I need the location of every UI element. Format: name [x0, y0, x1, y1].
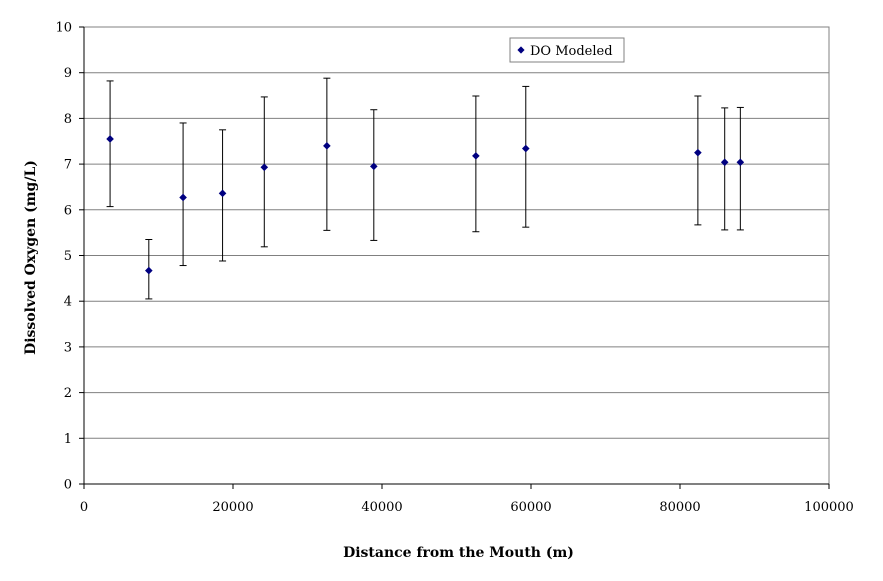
data-point-12	[736, 106, 745, 231]
marker-diamond	[370, 162, 378, 171]
x-axis-ticks: 0 20000 40000 60000 80000 100000	[80, 483, 854, 515]
y-tick-label: 10	[55, 21, 72, 36]
marker-diamond	[106, 135, 114, 143]
marker-diamond	[472, 152, 480, 160]
data-point-3	[179, 122, 187, 267]
marker-diamond	[694, 148, 702, 157]
y-tick-label: 6	[64, 203, 72, 218]
y-tick-label: 5	[64, 249, 72, 264]
data-point-10	[694, 95, 702, 226]
data-point-9	[521, 85, 530, 228]
data-point-7	[370, 109, 378, 241]
marker-diamond	[323, 142, 331, 150]
y-tick-label: 7	[64, 158, 72, 173]
data-point-2	[145, 239, 153, 300]
data-point-4	[218, 129, 227, 262]
x-tick-label: 100000	[804, 500, 854, 515]
data-point-5	[260, 96, 269, 248]
y-tick-label: 2	[64, 386, 72, 401]
grid-lines	[84, 72, 829, 439]
marker-diamond	[218, 189, 227, 198]
data-point-8	[472, 95, 480, 233]
x-tick-label: 60000	[510, 500, 551, 515]
y-tick-label: 9	[64, 66, 72, 81]
y-tick-label: 0	[64, 478, 72, 493]
x-tick-label: 40000	[361, 500, 402, 515]
y-axis-title: Dissolved Oxygen (mg/L)	[23, 160, 39, 355]
data-point-1	[106, 80, 114, 208]
x-axis-title: Distance from the Mouth (m)	[343, 545, 574, 561]
legend-entry-do-modeled: DO Modeled	[530, 44, 613, 59]
x-tick-label: 80000	[659, 500, 700, 515]
legend: DO Modeled	[509, 37, 625, 63]
marker-diamond	[521, 144, 530, 153]
x-tick-label: 20000	[212, 500, 253, 515]
data-point-11	[720, 107, 729, 231]
marker-diamond	[720, 158, 729, 167]
y-tick-label: 8	[64, 112, 72, 127]
y-tick-label: 4	[64, 295, 72, 310]
y-tick-label: 1	[64, 432, 72, 447]
data-point-6	[323, 77, 331, 231]
legend-marker-diamond	[517, 46, 525, 54]
legend-box	[509, 37, 625, 63]
marker-diamond	[179, 193, 187, 202]
marker-diamond	[736, 158, 745, 167]
series-do-modeled	[106, 77, 745, 300]
marker-diamond	[145, 266, 153, 275]
y-tick-label: 3	[64, 340, 72, 355]
y-axis-ticks: 0 1 2 3 4 5 6 7 8 9 10	[55, 21, 85, 493]
marker-diamond	[260, 163, 269, 172]
x-tick-label: 0	[80, 500, 88, 515]
